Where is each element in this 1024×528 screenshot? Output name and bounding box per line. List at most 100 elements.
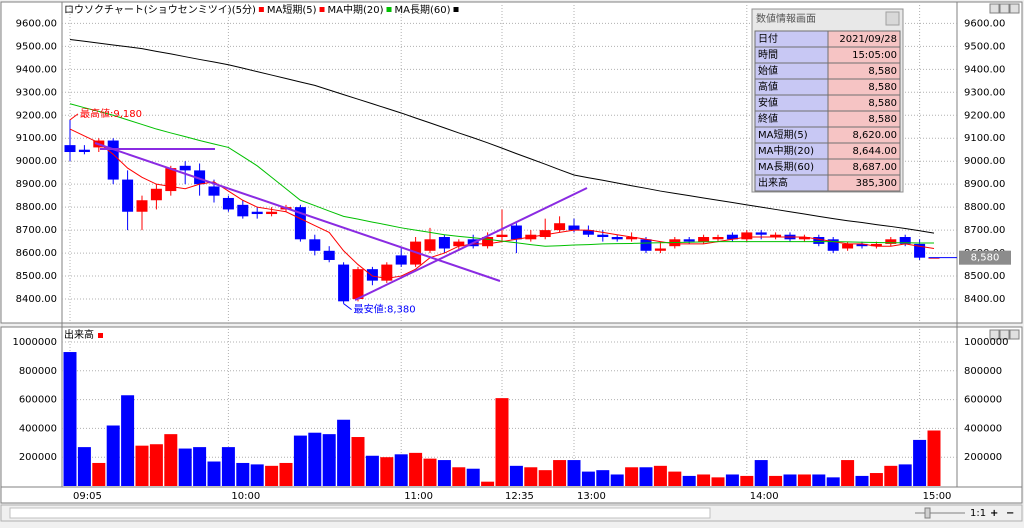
volume-bar xyxy=(884,465,898,486)
ma-line xyxy=(69,38,935,234)
annotation: 最高値:9,180 xyxy=(80,107,142,120)
volume-bar xyxy=(394,454,408,486)
candle-body xyxy=(64,145,76,153)
volume-bar xyxy=(193,447,207,486)
close-button[interactable] xyxy=(885,11,900,26)
y-tick-label: 9300.00 xyxy=(16,87,57,98)
candle-body xyxy=(798,237,810,240)
legend-label: MA長期(60) xyxy=(395,4,451,16)
volume-bar xyxy=(524,467,538,486)
volume-bar xyxy=(898,464,912,486)
time-axis xyxy=(0,486,1023,504)
legend-label: MA短期(5) xyxy=(267,3,317,16)
y-tick-label: 600000 xyxy=(19,395,57,406)
volume-bar xyxy=(77,447,91,486)
candle-body xyxy=(381,264,393,281)
volume-bar xyxy=(250,464,264,486)
volume-bar xyxy=(221,447,235,486)
volume-bar xyxy=(725,474,739,486)
info-label: 終値 xyxy=(758,112,778,125)
volume-bar xyxy=(495,398,509,486)
button[interactable] xyxy=(989,3,1000,14)
annotation-pointer xyxy=(69,113,79,121)
candle-body xyxy=(438,237,450,249)
y-tick-label: 200000 xyxy=(19,452,57,463)
info-label: 時間 xyxy=(758,49,778,61)
info-value: 8,620.00 xyxy=(852,130,897,141)
candle-body xyxy=(395,255,407,265)
zoom-in[interactable]: + xyxy=(990,508,998,519)
info-value: 8,580 xyxy=(868,66,897,77)
y-tick-label: 8500.00 xyxy=(16,271,57,282)
candle-body xyxy=(352,269,364,300)
x-tick-label: 11:00 xyxy=(404,491,433,502)
volume-bar xyxy=(164,434,178,486)
candle-body xyxy=(554,223,566,231)
candle-body xyxy=(813,237,825,244)
x-tick-label: 12:35 xyxy=(505,491,534,502)
info-label: 安値 xyxy=(758,96,778,109)
volume-bar xyxy=(913,439,927,486)
y-tick-label: 8400.00 xyxy=(16,294,57,305)
volume-bar xyxy=(409,452,423,486)
volume-bar xyxy=(380,457,394,486)
y2-tick-label: 9400.00 xyxy=(964,64,1005,75)
y-tick-label: 1000000 xyxy=(12,337,57,348)
volume-bar xyxy=(711,477,725,486)
candle-body xyxy=(165,168,177,192)
volume-bar xyxy=(279,462,293,486)
volume-bar xyxy=(740,475,754,486)
plot: 8400.008400.008500.008500.008600.008600.… xyxy=(12,3,1011,502)
volume-bar xyxy=(841,460,855,486)
candle-body xyxy=(266,211,278,215)
button[interactable] xyxy=(999,3,1010,14)
zoom-out[interactable]: − xyxy=(1006,508,1014,519)
volume-bar xyxy=(351,437,365,486)
zoom-handle[interactable] xyxy=(924,507,931,519)
candle-body xyxy=(136,200,148,212)
info-title: 数値情報画面 xyxy=(756,12,816,25)
y2-tick-label: 8900.00 xyxy=(964,179,1005,190)
info-value: 8,580 xyxy=(868,82,897,93)
candle-body xyxy=(366,269,378,281)
volume-bar xyxy=(481,481,495,486)
y-tick-label: 9600.00 xyxy=(16,18,57,29)
candle-body xyxy=(150,188,162,201)
chart-title: 出来高 xyxy=(64,328,94,341)
info-value: 8,687.00 xyxy=(852,162,897,173)
y2-tick-label: 9300.00 xyxy=(964,87,1005,98)
candle-body xyxy=(179,165,191,171)
candle-body xyxy=(539,230,551,238)
candle-body xyxy=(78,149,90,153)
button[interactable] xyxy=(1009,3,1020,14)
candle-body xyxy=(237,204,249,217)
scroll-thumb[interactable] xyxy=(9,507,711,519)
button[interactable] xyxy=(989,329,1000,340)
y2-tick-label: 9200.00 xyxy=(964,110,1005,121)
legend-swatch xyxy=(258,7,264,12)
candle-body xyxy=(496,234,508,238)
x-tick-label: 15:00 xyxy=(923,491,952,502)
candle-body xyxy=(424,239,436,251)
info-label: 始値 xyxy=(758,64,778,77)
candle-body xyxy=(914,243,926,258)
info-label: MA長期(60) xyxy=(758,161,814,173)
candle-body xyxy=(107,140,119,180)
volume-bar xyxy=(625,467,639,486)
info-value: 385,300 xyxy=(856,178,897,189)
info-value: 8,644.00 xyxy=(852,146,897,157)
x-tick-label: 09:05 xyxy=(73,491,102,502)
volume-bar xyxy=(610,474,624,486)
volume-bar xyxy=(178,448,192,486)
candle-body xyxy=(640,239,652,251)
candle-body xyxy=(899,237,911,244)
y2-tick-label: 200000 xyxy=(964,452,1002,463)
volume-bar xyxy=(423,458,437,486)
last-price-box xyxy=(959,250,1011,265)
volume-bar xyxy=(207,461,221,486)
volume-bar xyxy=(653,465,667,486)
candle-body xyxy=(453,241,465,247)
volume-bar xyxy=(322,434,336,486)
button[interactable] xyxy=(999,329,1010,340)
button[interactable] xyxy=(1009,329,1020,340)
